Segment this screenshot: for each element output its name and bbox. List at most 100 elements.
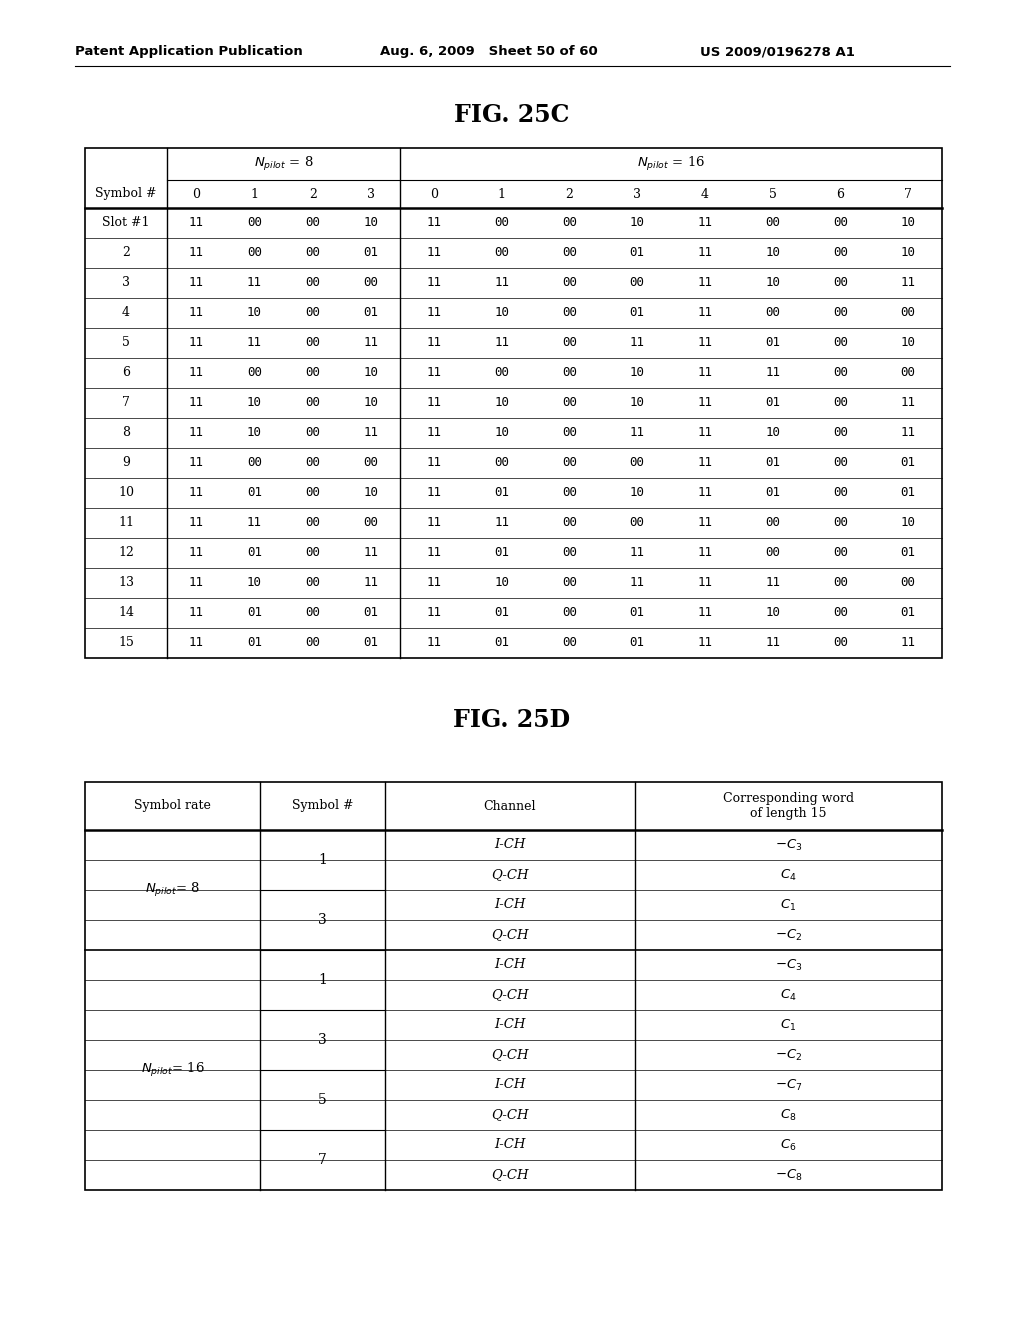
Text: 00: 00: [562, 516, 577, 529]
Text: 01: 01: [765, 396, 780, 409]
Text: 01: 01: [247, 487, 262, 499]
Text: 01: 01: [630, 306, 645, 319]
Text: $N_{pilot}$= 8: $N_{pilot}$= 8: [144, 880, 201, 899]
Text: 2: 2: [565, 187, 573, 201]
Text: $C_8$: $C_8$: [780, 1107, 797, 1122]
Text: 00: 00: [305, 396, 321, 409]
Text: 10: 10: [901, 247, 915, 260]
Text: 10: 10: [495, 396, 509, 409]
Text: 10: 10: [495, 426, 509, 440]
Text: 00: 00: [630, 516, 645, 529]
Text: 10: 10: [901, 216, 915, 230]
Text: 00: 00: [364, 276, 379, 289]
Text: 7: 7: [318, 1152, 327, 1167]
Text: 00: 00: [495, 216, 509, 230]
Text: 01: 01: [495, 546, 509, 560]
Text: 00: 00: [562, 636, 577, 649]
Text: Slot #1: Slot #1: [102, 216, 150, 230]
Text: Symbol #: Symbol #: [95, 187, 157, 201]
Text: 11: 11: [188, 367, 204, 380]
Text: 10: 10: [364, 367, 379, 380]
Text: 3: 3: [633, 187, 641, 201]
Text: 11: 11: [495, 516, 509, 529]
Text: 00: 00: [833, 367, 848, 380]
Text: 00: 00: [833, 606, 848, 619]
Text: 00: 00: [765, 216, 780, 230]
Text: Patent Application Publication: Patent Application Publication: [75, 45, 303, 58]
Text: 10: 10: [364, 216, 379, 230]
Text: 00: 00: [833, 516, 848, 529]
Text: 00: 00: [562, 606, 577, 619]
Text: 10: 10: [247, 396, 262, 409]
Text: $-C_2$: $-C_2$: [775, 928, 802, 942]
Text: Corresponding word
of length 15: Corresponding word of length 15: [723, 792, 854, 820]
Text: $-C_3$: $-C_3$: [775, 957, 802, 973]
Text: 10: 10: [118, 487, 134, 499]
Text: 11: 11: [188, 487, 204, 499]
Text: Q-CH: Q-CH: [492, 869, 528, 882]
Text: 1: 1: [318, 853, 327, 867]
Text: 01: 01: [765, 487, 780, 499]
Text: 11: 11: [697, 577, 713, 590]
Text: 11: 11: [426, 636, 441, 649]
Text: 11: 11: [188, 577, 204, 590]
Text: $C_1$: $C_1$: [780, 898, 797, 912]
Text: I-CH: I-CH: [495, 1019, 525, 1031]
Text: 11: 11: [426, 516, 441, 529]
Text: 00: 00: [562, 396, 577, 409]
Text: 11: 11: [697, 276, 713, 289]
Text: 11: 11: [697, 636, 713, 649]
Text: 00: 00: [562, 426, 577, 440]
Text: 11: 11: [188, 216, 204, 230]
Text: Aug. 6, 2009   Sheet 50 of 60: Aug. 6, 2009 Sheet 50 of 60: [380, 45, 598, 58]
Text: 11: 11: [426, 247, 441, 260]
Text: I-CH: I-CH: [495, 958, 525, 972]
Text: 11: 11: [188, 457, 204, 470]
Text: 7: 7: [904, 187, 912, 201]
Text: 5: 5: [769, 187, 776, 201]
Text: 00: 00: [901, 306, 915, 319]
Text: 11: 11: [188, 337, 204, 350]
Text: 00: 00: [833, 276, 848, 289]
Text: 00: 00: [562, 306, 577, 319]
Text: 11: 11: [630, 337, 645, 350]
Text: 11: 11: [426, 276, 441, 289]
Text: 00: 00: [833, 426, 848, 440]
Text: I-CH: I-CH: [495, 838, 525, 851]
Text: 11: 11: [426, 396, 441, 409]
Text: I-CH: I-CH: [495, 1078, 525, 1092]
Text: 10: 10: [765, 426, 780, 440]
Text: $C_4$: $C_4$: [780, 867, 797, 883]
Text: 11: 11: [188, 426, 204, 440]
Text: 00: 00: [305, 306, 321, 319]
Text: 11: 11: [901, 396, 915, 409]
Text: 00: 00: [305, 606, 321, 619]
Text: 11: 11: [247, 337, 262, 350]
Text: $-C_8$: $-C_8$: [775, 1167, 802, 1183]
Text: 10: 10: [901, 516, 915, 529]
Text: 10: 10: [247, 426, 262, 440]
Text: 00: 00: [833, 457, 848, 470]
Text: 6: 6: [122, 367, 130, 380]
Text: 11: 11: [188, 546, 204, 560]
Text: 0: 0: [430, 187, 438, 201]
Text: $N_{pilot}$ = 16: $N_{pilot}$ = 16: [637, 154, 706, 173]
Text: 11: 11: [364, 546, 379, 560]
Text: 10: 10: [495, 577, 509, 590]
Text: Q-CH: Q-CH: [492, 928, 528, 941]
Text: 11: 11: [426, 337, 441, 350]
Text: 11: 11: [426, 367, 441, 380]
Text: 11: 11: [364, 577, 379, 590]
Text: 00: 00: [562, 276, 577, 289]
Text: 00: 00: [562, 546, 577, 560]
Text: 11: 11: [426, 577, 441, 590]
Text: 00: 00: [562, 216, 577, 230]
Text: $-C_7$: $-C_7$: [775, 1077, 802, 1093]
Text: 3: 3: [122, 276, 130, 289]
Text: 4: 4: [122, 306, 130, 319]
Text: 11: 11: [697, 367, 713, 380]
Text: 00: 00: [305, 457, 321, 470]
Text: 13: 13: [118, 577, 134, 590]
Text: Channel: Channel: [483, 800, 537, 813]
Text: 14: 14: [118, 606, 134, 619]
